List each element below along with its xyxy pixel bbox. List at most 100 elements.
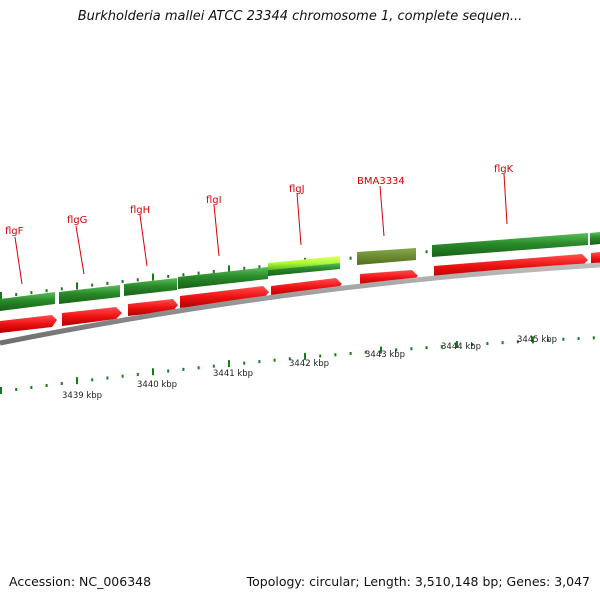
kbp-label-3444: 3444 kbp: [441, 342, 481, 352]
gene-segment-flgF[interactable]: [0, 292, 55, 311]
kbp-minor-tick: [45, 383, 48, 387]
kbp-major-tick: [0, 387, 2, 394]
kbp-minor-tick: [486, 342, 489, 346]
kbp-major-tick: [456, 341, 458, 349]
map-title: Burkholderia mallei ATCC 23344 chromosom…: [77, 9, 523, 24]
outer-minor-tick: [212, 269, 215, 273]
gene-segment-flgJ-upper[interactable]: [268, 256, 340, 270]
gene-segment-next[interactable]: [590, 232, 600, 245]
kbp-minor-tick: [106, 376, 109, 380]
callout-flgH[interactable]: flgH: [130, 205, 150, 267]
kbp-minor-tick: [30, 385, 33, 389]
outer-minor-tick: [121, 280, 124, 284]
cds-arrow-next[interactable]: [591, 252, 600, 265]
gene-label-flgF: flgF: [5, 226, 24, 237]
kbp-major-tick: [380, 346, 382, 354]
kbp-tick-track: [0, 336, 595, 394]
kbp-minor-tick: [547, 338, 550, 342]
callout-flgF[interactable]: flgF: [5, 226, 24, 285]
gene-label-flgI: flgI: [206, 195, 222, 206]
chromosome-backbone: [0, 262, 600, 346]
kbp-minor-tick: [349, 351, 352, 355]
gene-segment-flgG[interactable]: [59, 285, 120, 304]
outer-minor-tick: [349, 256, 352, 260]
callout-flgG[interactable]: flgG: [67, 215, 87, 275]
accession-text: Accession: NC_006348: [9, 574, 152, 589]
kbp-minor-tick: [501, 341, 504, 345]
kbp-minor-tick: [15, 387, 18, 391]
gene-label-flgH: flgH: [130, 205, 150, 216]
gene-track: [0, 232, 600, 311]
kbp-minor-tick: [136, 372, 139, 376]
kbp-minor-tick: [440, 345, 443, 349]
outer-minor-tick: [45, 289, 48, 293]
kbp-major-tick: [76, 377, 78, 385]
kbp-minor-tick: [319, 354, 322, 358]
gene-label-flgG: flgG: [67, 215, 87, 226]
gene-segment-flgH[interactable]: [124, 278, 177, 296]
kbp-label-3440: 3440 kbp: [137, 380, 177, 390]
kbp-major-tick: [228, 360, 230, 368]
topology-summary-text: Topology: circular; Length: 3,510,148 bp…: [246, 574, 590, 589]
kbp-minor-tick: [425, 346, 428, 350]
outer-minor-tick: [91, 283, 94, 287]
kbp-minor-tick: [471, 343, 474, 347]
gene-label-flgJ: flgJ: [289, 184, 305, 195]
kbp-minor-tick: [410, 347, 413, 351]
gene-segment-flgK[interactable]: [432, 233, 588, 257]
callout-BMA3334[interactable]: BMA3334: [357, 176, 405, 237]
outer-minor-tick: [136, 278, 139, 282]
callout-flgK[interactable]: flgK: [494, 164, 514, 225]
kbp-minor-tick: [334, 353, 337, 357]
outer-minor-tick: [182, 273, 185, 277]
kbp-minor-tick: [60, 382, 63, 386]
outer-major-tick: [76, 282, 78, 290]
cds-arrow-flgK[interactable]: [434, 254, 588, 278]
kbp-minor-tick: [243, 361, 246, 365]
kbp-minor-tick: [258, 360, 261, 364]
kbp-label-3439: 3439 kbp: [62, 391, 102, 401]
kbp-major-tick: [152, 368, 154, 376]
kbp-label-3445: 3445 kbp: [517, 335, 557, 345]
gene-callouts: flgF flgG flgH flgI flgJ BMA3334 flgK: [5, 164, 514, 285]
outer-minor-tick: [258, 265, 261, 269]
kbp-minor-tick: [121, 374, 124, 378]
gene-segment-flgJ-lower[interactable]: [268, 263, 340, 276]
kbp-labels: 3439 kbp 3440 kbp 3441 kbp 3442 kbp 3443…: [62, 335, 557, 401]
callout-flgJ[interactable]: flgJ: [289, 184, 305, 246]
kbp-minor-tick: [592, 336, 595, 340]
kbp-label-3443: 3443 kbp: [365, 350, 405, 360]
cds-arrow-flgJ[interactable]: [271, 278, 342, 297]
outer-minor-tick: [30, 291, 33, 295]
outer-major-tick: [228, 265, 230, 273]
kbp-minor-tick: [167, 369, 170, 373]
kbp-minor-tick: [364, 350, 367, 354]
kbp-minor-tick: [562, 337, 565, 341]
gene-label-flgK: flgK: [494, 164, 514, 175]
cds-arrow-flgF[interactable]: [0, 315, 57, 333]
kbp-minor-tick: [212, 364, 215, 368]
kbp-minor-tick: [91, 378, 94, 382]
outer-minor-tick: [106, 281, 109, 285]
cds-arrow-flgI[interactable]: [180, 286, 269, 308]
gene-label-BMA3334: BMA3334: [357, 176, 405, 187]
outer-major-tick: [0, 292, 2, 299]
outer-minor-tick: [197, 271, 200, 275]
callout-flgI[interactable]: flgI: [206, 195, 222, 257]
kbp-major-tick: [304, 352, 306, 360]
outer-minor-tick: [15, 293, 18, 297]
cds-arrow-flgG[interactable]: [62, 307, 122, 326]
kbp-minor-tick: [577, 337, 580, 341]
kbp-minor-tick: [395, 348, 398, 352]
kbp-minor-tick: [273, 358, 276, 362]
outer-minor-tick: [425, 250, 428, 254]
kbp-minor-tick: [288, 357, 291, 361]
kbp-label-3441: 3441 kbp: [213, 369, 253, 379]
kbp-major-tick: [532, 336, 534, 344]
gene-segment-BMA3334[interactable]: [357, 248, 416, 265]
kbp-label-3442: 3442 kbp: [289, 359, 329, 369]
outer-minor-tick: [243, 266, 246, 270]
gene-segment-flgI[interactable]: [178, 267, 268, 289]
kbp-minor-tick: [516, 340, 519, 344]
outer-major-tick: [152, 273, 154, 281]
